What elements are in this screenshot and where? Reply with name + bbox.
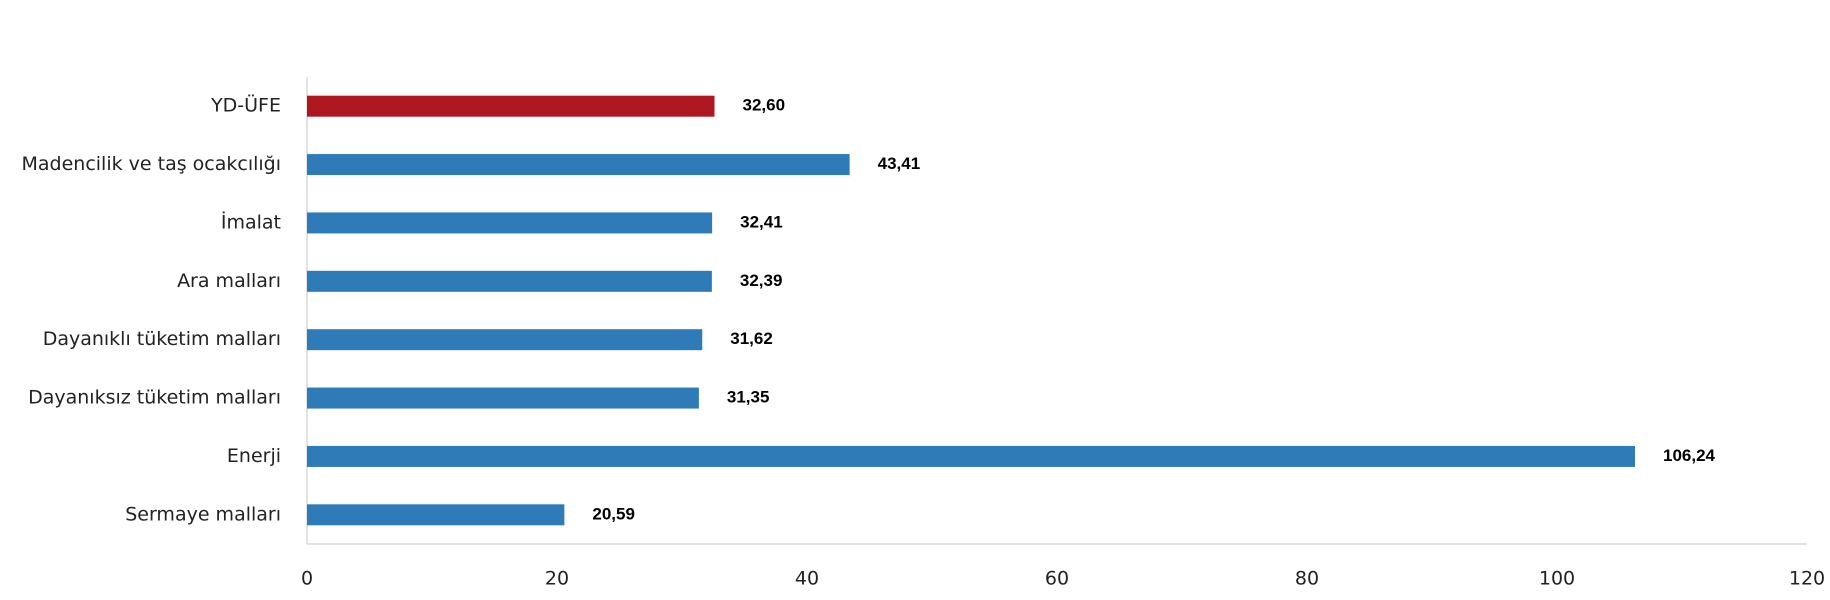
category-label: Madencilik ve taş ocakcılığı (22, 153, 282, 175)
bar (307, 329, 703, 351)
category-label: Ara malları (177, 270, 281, 292)
category-label: YD-ÜFE (210, 94, 281, 117)
bar (307, 445, 1635, 467)
x-tick-label: 60 (1045, 568, 1069, 590)
category-label: Dayanıksız tüketim malları (28, 387, 281, 409)
x-tick-label: 80 (1295, 568, 1319, 590)
value-label: 32,60 (743, 96, 786, 115)
value-label: 43,41 (878, 154, 921, 173)
value-label: 106,24 (1663, 446, 1716, 465)
bar (307, 212, 713, 234)
bar (307, 270, 712, 292)
category-label: Dayanıklı tüketim malları (43, 328, 281, 350)
bar (307, 504, 565, 526)
x-tick-label: 120 (1789, 568, 1825, 590)
category-label: Sermaye malları (125, 503, 281, 525)
category-label: İmalat (221, 210, 281, 233)
x-tick-label: 100 (1539, 568, 1575, 590)
bar (307, 95, 715, 117)
value-label: 31,62 (730, 329, 773, 348)
x-tick-label: 0 (301, 568, 313, 590)
value-label: 32,39 (740, 271, 783, 290)
x-tick-label: 20 (545, 568, 569, 590)
value-label: 32,41 (740, 212, 783, 231)
x-tick-label: 40 (795, 568, 819, 590)
value-label: 20,59 (592, 504, 635, 523)
category-label: Enerji (227, 445, 281, 467)
bar (307, 154, 850, 176)
bar (307, 387, 699, 409)
value-label: 31,35 (727, 388, 770, 407)
